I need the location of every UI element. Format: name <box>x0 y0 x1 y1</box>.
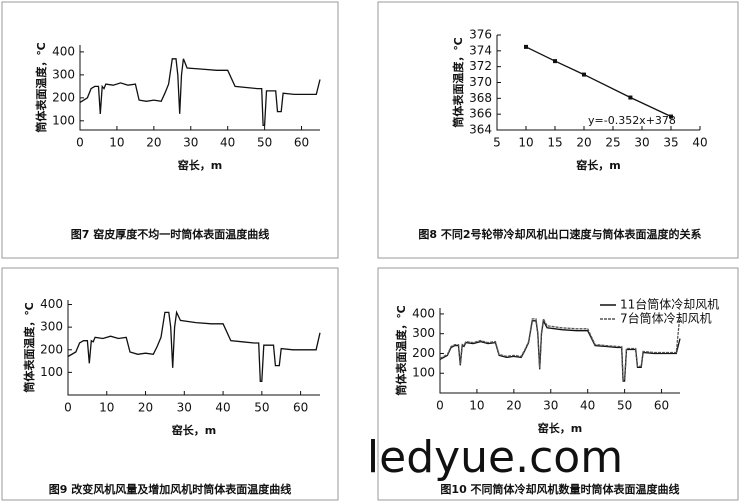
caption: 图8 不同2号轮带冷却风机出口速度与筒体表面温度的关系 <box>418 227 701 241</box>
data-line <box>67 310 321 383</box>
figure-frame <box>377 1 739 259</box>
caption: 图10 不同筒体冷却风机数量时筒体表面温度曲线 <box>440 482 679 496</box>
x-tick-label: 30 <box>543 399 558 413</box>
x-tick-label: 40 <box>692 136 707 150</box>
x-tick-label: 20 <box>146 136 161 150</box>
y-tick-label: 200 <box>52 90 75 104</box>
x-tick-label: 30 <box>183 136 198 150</box>
x-tick-label: 0 <box>76 136 84 150</box>
axis <box>67 300 320 396</box>
y-tick-label: 372 <box>469 59 492 73</box>
figure-frame <box>377 267 739 501</box>
y-tick-label: 200 <box>412 346 435 360</box>
caption: 图7 窑皮厚度不均一时筒体表面温度曲线 <box>71 227 269 241</box>
x-tick-label: 5 <box>493 136 501 150</box>
y-axis-title: 筒体表面温度，℃ <box>394 305 408 395</box>
watermark: ledyue.com <box>367 432 623 483</box>
x-tick-label: 20 <box>506 399 521 413</box>
marker <box>524 44 528 49</box>
x-tick-label: 30 <box>634 136 649 150</box>
x-tick-label: 20 <box>576 136 591 150</box>
x-axis-title: 窑长，m <box>172 423 216 437</box>
y-tick-label: 100 <box>52 113 75 127</box>
x-tick-label: 0 <box>436 399 444 413</box>
x-tick-label: 40 <box>580 399 595 413</box>
y-tick-label: 370 <box>469 75 492 89</box>
marker <box>553 59 557 64</box>
y-axis-title: 筒体表面温度，℃ <box>22 302 36 392</box>
marker <box>582 72 586 77</box>
x-tick-label: 40 <box>215 401 230 415</box>
y-tick-label: 364 <box>469 123 492 137</box>
x-tick-label: 10 <box>99 401 114 415</box>
x-tick-label: 15 <box>547 136 562 150</box>
data-line <box>525 46 672 118</box>
x-axis-title: 窑长，m <box>538 421 582 435</box>
y-tick-label: 200 <box>40 342 63 356</box>
y-tick-label: 300 <box>412 326 435 340</box>
legend-label: 11台筒体冷却风机 <box>620 297 719 312</box>
x-tick-label: 60 <box>294 136 309 150</box>
caption: 图9 改变风机风量及增加风机时筒体表面温度曲线 <box>49 482 291 496</box>
x-tick-label: 60 <box>654 399 669 413</box>
y-tick-label: 366 <box>469 107 492 121</box>
legend-label: 7台筒体冷却风机 <box>620 311 712 326</box>
y-tick-label: 374 <box>469 43 492 57</box>
x-tick-label: 25 <box>605 136 620 150</box>
x-axis-title: 窑长，m <box>576 158 620 172</box>
y-axis-title: 筒体表面温度，℃ <box>34 42 48 132</box>
annotation: y=-0.352x+378 <box>588 114 676 127</box>
x-axis-title: 窑长，m <box>178 158 222 172</box>
y-tick-label: 400 <box>40 297 63 311</box>
x-tick-label: 60 <box>293 401 308 415</box>
x-tick-label: 50 <box>254 401 269 415</box>
y-tick-label: 400 <box>52 44 75 58</box>
y-tick-label: 376 <box>469 28 492 42</box>
marker <box>669 114 673 119</box>
y-tick-label: 400 <box>412 306 435 320</box>
figure-frame <box>1 267 339 501</box>
x-tick-label: 20 <box>138 401 153 415</box>
x-tick-label: 10 <box>109 136 124 150</box>
y-tick-label: 300 <box>52 67 75 81</box>
marker <box>628 95 633 100</box>
y-tick-label: 368 <box>469 91 492 105</box>
x-tick-label: 35 <box>663 136 678 150</box>
data-line <box>439 313 681 381</box>
y-axis-title: 筒体表面温度，℃ <box>451 37 465 127</box>
figure-frame <box>1 1 339 259</box>
x-tick-label: 30 <box>177 401 192 415</box>
y-tick-label: 100 <box>412 366 435 380</box>
x-tick-label: 10 <box>518 136 533 150</box>
x-tick-label: 0 <box>64 401 72 415</box>
data-line <box>79 58 321 127</box>
y-tick-label: 300 <box>40 320 63 334</box>
x-tick-label: 50 <box>257 136 272 150</box>
x-tick-label: 40 <box>220 136 235 150</box>
axis <box>79 45 320 131</box>
y-tick-label: 100 <box>40 365 63 379</box>
x-tick-label: 50 <box>617 399 632 413</box>
x-tick-label: 10 <box>469 399 484 413</box>
